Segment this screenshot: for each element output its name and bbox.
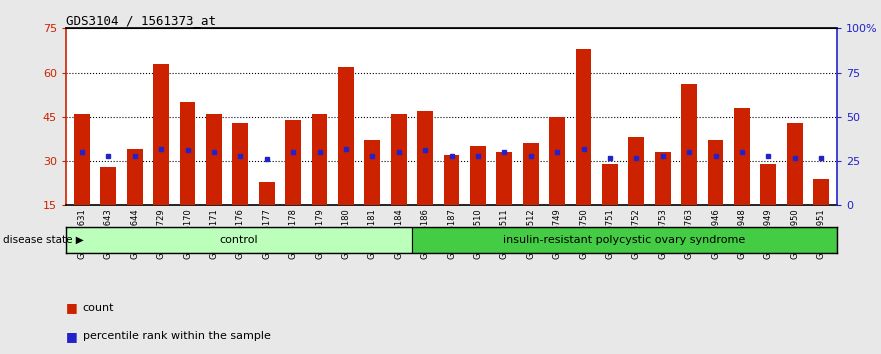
Bar xyxy=(522,143,538,205)
Bar xyxy=(74,114,90,205)
Bar xyxy=(760,164,776,205)
Bar xyxy=(813,179,829,205)
Bar xyxy=(787,123,803,205)
Text: ■: ■ xyxy=(66,330,82,343)
Text: ■: ■ xyxy=(66,302,82,314)
Bar xyxy=(628,137,644,205)
Text: count: count xyxy=(83,303,115,313)
Bar xyxy=(338,67,354,205)
Bar xyxy=(391,114,407,205)
Text: disease state ▶: disease state ▶ xyxy=(3,235,84,245)
Text: percentile rank within the sample: percentile rank within the sample xyxy=(83,331,270,341)
Bar xyxy=(602,164,618,205)
Bar xyxy=(285,120,301,205)
Bar xyxy=(444,155,459,205)
Bar xyxy=(734,108,750,205)
Bar xyxy=(418,111,433,205)
Text: control: control xyxy=(219,235,258,245)
Bar xyxy=(127,149,143,205)
Bar xyxy=(206,114,222,205)
Bar xyxy=(233,123,248,205)
Bar xyxy=(100,167,116,205)
Bar xyxy=(655,152,670,205)
Bar xyxy=(411,227,837,253)
Bar xyxy=(365,141,381,205)
Bar xyxy=(496,152,512,205)
Bar xyxy=(66,227,411,253)
Bar xyxy=(259,182,275,205)
Text: insulin-resistant polycystic ovary syndrome: insulin-resistant polycystic ovary syndr… xyxy=(503,235,745,245)
Bar xyxy=(575,49,591,205)
Text: GDS3104 / 1561373_at: GDS3104 / 1561373_at xyxy=(66,14,216,27)
Bar xyxy=(681,84,697,205)
Bar xyxy=(549,117,565,205)
Bar xyxy=(707,141,723,205)
Bar xyxy=(180,102,196,205)
Bar xyxy=(470,146,485,205)
Bar xyxy=(312,114,328,205)
Bar xyxy=(153,64,169,205)
